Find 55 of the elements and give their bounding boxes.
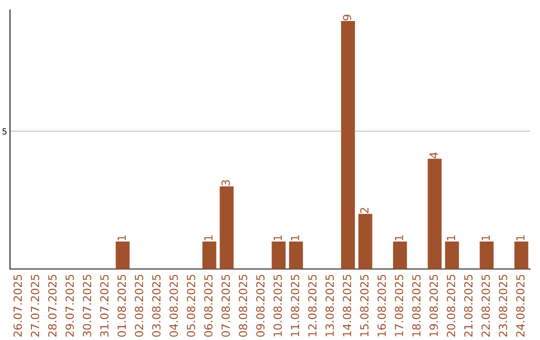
x-tick-label: 03.08.2025 [152,274,161,337]
x-tick-label: 21.08.2025 [464,274,473,337]
bar [220,186,234,269]
x-tick-label: 31.07.2025 [100,274,109,337]
x-tick-label: 06.08.2025 [204,274,213,337]
data-label: 1 [446,235,456,240]
x-tick-label: 01.08.2025 [117,274,126,337]
x-tick-label: 23.08.2025 [498,274,508,337]
x-tick-label: 17.08.2025 [394,274,404,336]
bar [445,241,459,269]
x-tick-label: 13.08.2025 [325,274,334,336]
x-tick-label: 27.07.2025 [30,274,40,337]
x-tick-label: 02.08.2025 [134,274,144,337]
data-label: 2 [360,208,368,214]
x-tick-label: 05.08.2025 [186,274,196,337]
data-label: 1 [274,235,282,240]
data-label: 9 [342,14,352,20]
bar [393,241,407,269]
bar [202,241,216,269]
x-tick-label: 15.08.2025 [360,274,369,336]
x-tick-label: 18.08.2025 [412,274,421,336]
x-tick-label: 29.07.2025 [65,274,74,337]
data-label: 3 [221,180,230,186]
bar [272,241,286,269]
x-tick-label: 30.07.2025 [82,274,92,337]
y-tick-label: 5 [2,128,6,135]
data-label: 1 [204,235,212,240]
data-label: 1 [394,235,404,240]
x-tick-label: 09.08.2025 [256,274,265,337]
x-tick-label: 08.08.2025 [238,274,248,337]
x-tick-label: 11.08.2025 [290,274,300,336]
x-tick-label: 26.07.2025 [13,274,22,337]
x-tick-label: 07.08.2025 [221,274,230,337]
bar [289,241,303,269]
x-tick-label: 28.07.2025 [48,274,57,337]
x-tick-label: 19.08.2025 [429,274,438,336]
bar [428,158,442,269]
data-label: 1 [482,235,490,240]
data-label: 1 [290,235,300,240]
x-tick-label: 22.08.2025 [481,274,490,337]
data-label: 4 [430,152,438,158]
x-tick-label: 12.08.2025 [308,274,317,336]
bar [116,241,130,269]
bar [358,214,372,269]
x-tick-label: 20.08.2025 [446,274,456,337]
data-label: 1 [118,235,126,240]
x-tick-label: 14.08.2025 [342,274,352,336]
bar [480,241,494,269]
data-label: 1 [516,235,524,240]
x-tick-label: 10.08.2025 [273,274,282,336]
x-tick-label: 16.08.2025 [377,274,386,336]
x-tick-label: 24.08.2025 [516,274,525,337]
bar [514,241,528,269]
bar [341,21,355,269]
x-tick-label: 04.08.2025 [169,274,178,337]
